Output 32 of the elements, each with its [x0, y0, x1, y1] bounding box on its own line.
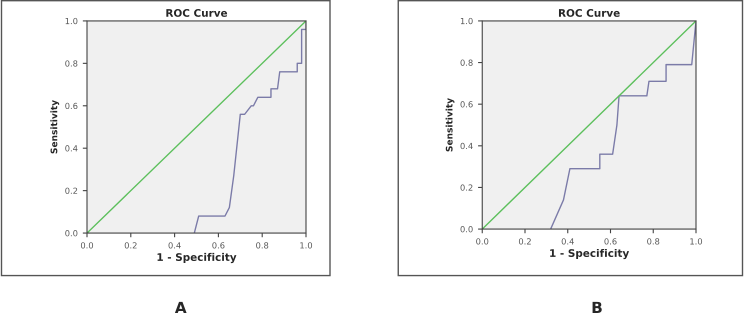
- y-tick-label: 0.2: [460, 184, 472, 191]
- y-tick-label: 0.0: [65, 230, 78, 236]
- x-tick-label: 0.8: [256, 242, 268, 249]
- x-axis-title: 1 - Specificity: [158, 252, 236, 264]
- x-axis-title: 1 - Specificity: [550, 248, 630, 260]
- y-tick-label: 0.6: [65, 102, 78, 110]
- x-tick-label: 0.8: [647, 238, 660, 245]
- x-tick-label: 0.2: [124, 242, 137, 249]
- y-tick-label: 1.0: [66, 18, 78, 24]
- x-tick-label: 0.0: [80, 242, 94, 249]
- y-tick-label: 0.8: [65, 60, 78, 67]
- y-axis-title: Sensitivity: [50, 100, 60, 154]
- y-tick-label: 0.6: [460, 101, 473, 108]
- x-tick-label: 0.6: [212, 242, 224, 249]
- x-tick-label: 1.0: [690, 238, 702, 245]
- y-tick-label: 0.4: [65, 145, 78, 152]
- y-tick-label: 0.0: [460, 226, 473, 232]
- x-tick-label: 0.2: [518, 238, 531, 245]
- y-tick-label: 0.4: [460, 142, 473, 150]
- x-tick-label: 0.6: [604, 238, 617, 245]
- x-tick-label: 0.4: [562, 238, 574, 245]
- text: A: [174, 302, 187, 313]
- text: B: [592, 302, 602, 313]
- y-tick-label: 1.0: [460, 18, 473, 24]
- chart-title: ROC Curve: [558, 9, 620, 17]
- x-tick-label: 0.4: [168, 242, 181, 249]
- x-tick-label: 0.0: [476, 238, 488, 245]
- chart-title: ROC Curve: [166, 9, 228, 17]
- y-tick-label: 0.2: [65, 188, 78, 194]
- x-tick-label: 1.0: [300, 242, 312, 249]
- y-tick-label: 0.8: [460, 60, 473, 66]
- y-axis-title: Sensitivity: [446, 98, 454, 152]
